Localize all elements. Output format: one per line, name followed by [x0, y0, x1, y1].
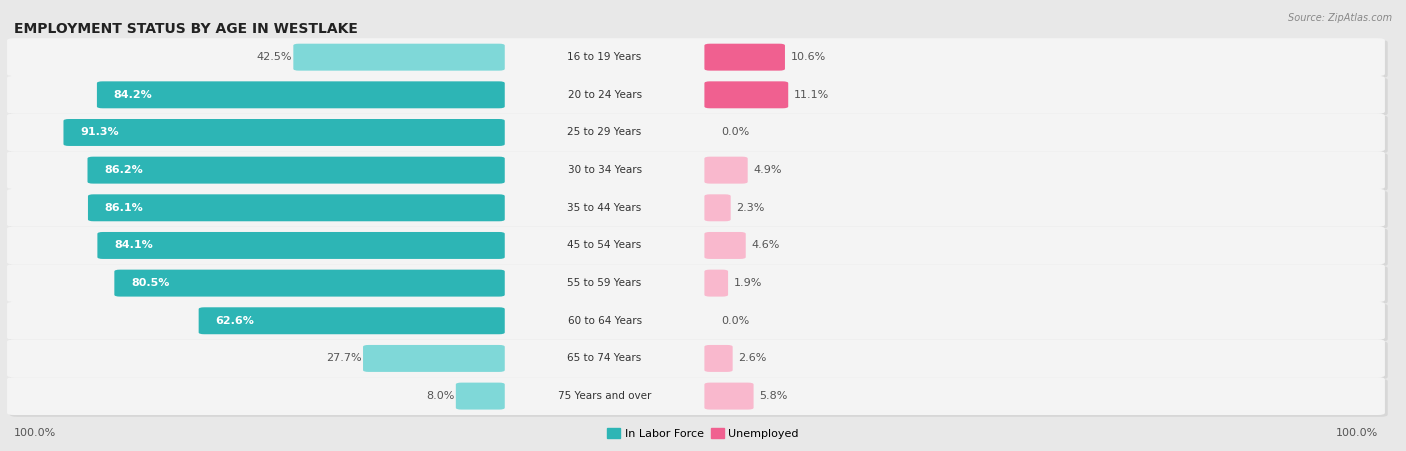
FancyBboxPatch shape: [704, 194, 731, 221]
FancyBboxPatch shape: [7, 38, 1385, 76]
FancyBboxPatch shape: [10, 266, 1388, 304]
FancyBboxPatch shape: [7, 264, 1385, 302]
Text: 84.2%: 84.2%: [114, 90, 152, 100]
Text: 65 to 74 Years: 65 to 74 Years: [568, 354, 641, 364]
Text: 35 to 44 Years: 35 to 44 Years: [568, 203, 641, 213]
Text: 62.6%: 62.6%: [215, 316, 254, 326]
FancyBboxPatch shape: [10, 379, 1388, 417]
Text: 0.0%: 0.0%: [721, 316, 749, 326]
FancyBboxPatch shape: [7, 189, 1385, 227]
FancyBboxPatch shape: [10, 341, 1388, 379]
Legend: In Labor Force, Unemployed: In Labor Force, Unemployed: [603, 424, 803, 443]
Text: 91.3%: 91.3%: [80, 128, 120, 138]
FancyBboxPatch shape: [7, 76, 1385, 114]
Text: 55 to 59 Years: 55 to 59 Years: [568, 278, 641, 288]
Text: 2.6%: 2.6%: [738, 354, 766, 364]
FancyBboxPatch shape: [7, 226, 1385, 264]
Text: 100.0%: 100.0%: [14, 428, 56, 438]
Text: 75 Years and over: 75 Years and over: [558, 391, 651, 401]
FancyBboxPatch shape: [10, 191, 1388, 229]
FancyBboxPatch shape: [7, 151, 1385, 189]
Text: 42.5%: 42.5%: [256, 52, 292, 62]
Text: 100.0%: 100.0%: [1336, 428, 1378, 438]
FancyBboxPatch shape: [114, 270, 505, 297]
FancyBboxPatch shape: [87, 156, 505, 184]
Text: 10.6%: 10.6%: [790, 52, 825, 62]
FancyBboxPatch shape: [7, 377, 1385, 415]
FancyBboxPatch shape: [704, 156, 748, 184]
Text: 45 to 54 Years: 45 to 54 Years: [568, 240, 641, 250]
FancyBboxPatch shape: [7, 302, 1385, 340]
FancyBboxPatch shape: [198, 307, 505, 334]
Text: 0.0%: 0.0%: [721, 128, 749, 138]
Text: 80.5%: 80.5%: [131, 278, 170, 288]
Text: 84.1%: 84.1%: [114, 240, 153, 250]
Text: 11.1%: 11.1%: [794, 90, 830, 100]
FancyBboxPatch shape: [10, 228, 1388, 266]
FancyBboxPatch shape: [97, 81, 505, 108]
FancyBboxPatch shape: [7, 114, 1385, 152]
FancyBboxPatch shape: [63, 119, 505, 146]
FancyBboxPatch shape: [10, 153, 1388, 191]
FancyBboxPatch shape: [10, 304, 1388, 341]
Text: 60 to 64 Years: 60 to 64 Years: [568, 316, 641, 326]
FancyBboxPatch shape: [704, 345, 733, 372]
FancyBboxPatch shape: [10, 40, 1388, 78]
FancyBboxPatch shape: [363, 345, 505, 372]
Text: 16 to 19 Years: 16 to 19 Years: [568, 52, 641, 62]
FancyBboxPatch shape: [704, 232, 745, 259]
Text: 27.7%: 27.7%: [326, 354, 361, 364]
FancyBboxPatch shape: [7, 340, 1385, 377]
Text: 8.0%: 8.0%: [426, 391, 454, 401]
FancyBboxPatch shape: [704, 81, 789, 108]
Text: 86.1%: 86.1%: [105, 203, 143, 213]
Text: 30 to 34 Years: 30 to 34 Years: [568, 165, 641, 175]
Text: 25 to 29 Years: 25 to 29 Years: [568, 128, 641, 138]
FancyBboxPatch shape: [294, 44, 505, 71]
Text: 20 to 24 Years: 20 to 24 Years: [568, 90, 641, 100]
Text: EMPLOYMENT STATUS BY AGE IN WESTLAKE: EMPLOYMENT STATUS BY AGE IN WESTLAKE: [14, 22, 359, 37]
Text: 2.3%: 2.3%: [737, 203, 765, 213]
FancyBboxPatch shape: [704, 44, 785, 71]
FancyBboxPatch shape: [704, 270, 728, 297]
FancyBboxPatch shape: [97, 232, 505, 259]
FancyBboxPatch shape: [704, 382, 754, 410]
FancyBboxPatch shape: [89, 194, 505, 221]
Text: 1.9%: 1.9%: [734, 278, 762, 288]
Text: 5.8%: 5.8%: [759, 391, 787, 401]
Text: Source: ZipAtlas.com: Source: ZipAtlas.com: [1288, 13, 1392, 23]
Text: 86.2%: 86.2%: [104, 165, 143, 175]
Text: 4.6%: 4.6%: [751, 240, 780, 250]
FancyBboxPatch shape: [456, 382, 505, 410]
Text: 4.9%: 4.9%: [754, 165, 782, 175]
FancyBboxPatch shape: [10, 78, 1388, 115]
FancyBboxPatch shape: [10, 115, 1388, 153]
